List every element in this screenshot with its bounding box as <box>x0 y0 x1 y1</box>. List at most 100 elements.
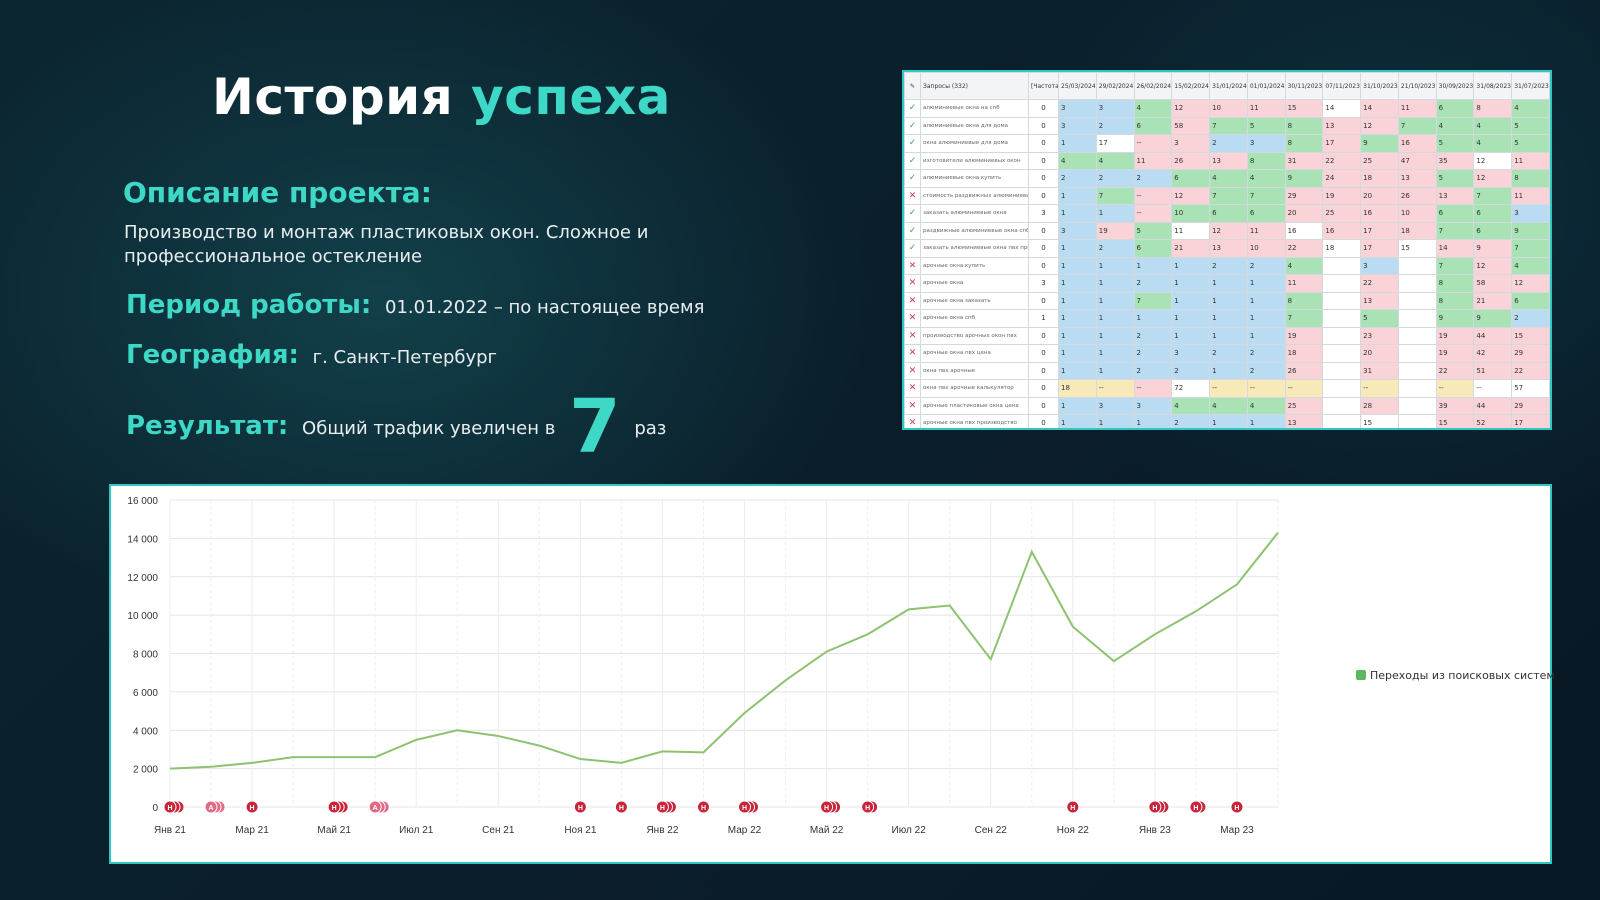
position-cell: 20 <box>1360 186 1399 205</box>
table-row[interactable]: ✕ арочные окна купить 0 1 1 1 1 2 2 4 3 7 12 4 <box>904 256 1550 275</box>
query-column-header[interactable]: Запросы (332) <box>920 72 1029 100</box>
table-row[interactable]: ✕ арочные окна пвх производство 0 1 1 1 2 1 1 13 1… <box>904 414 1550 428</box>
annotation-marker[interactable]: Н <box>696 800 710 814</box>
position-cell: 1 <box>1058 274 1097 293</box>
legend-checkbox-icon[interactable] <box>1356 670 1366 680</box>
annotation-marker[interactable]: Н <box>1148 800 1170 814</box>
table-row[interactable]: ✕ арочные окна заказать 0 1 1 7 1 1 1 8 13 8 21 6 <box>904 291 1550 310</box>
annotation-marker[interactable]: Н <box>861 800 879 814</box>
frequency-cell: 0 <box>1028 414 1059 428</box>
table-row[interactable]: ✕ арочные окна пвх цена 0 1 1 2 3 2 2 18 20 19 42 29 <box>904 344 1550 363</box>
annotation-marker[interactable]: А <box>368 800 390 814</box>
position-cell: 29 <box>1511 396 1550 415</box>
cross-icon[interactable]: ✕ <box>904 361 921 380</box>
position-cell: 19 <box>1322 186 1362 205</box>
table-row[interactable]: ✓ изготовители алюминиевых окон 0 4 4 11 26 13 8… <box>904 151 1550 170</box>
chart-legend[interactable]: Переходы из поисковых систем <box>1356 669 1555 682</box>
table-row[interactable]: ✓ раздвижные алюминиевые окна спб 0 3 19 5 11 1… <box>904 221 1550 240</box>
cross-icon[interactable]: ✕ <box>904 291 921 310</box>
annotation-marker[interactable]: Н <box>163 800 185 814</box>
table-row[interactable]: ✕ окна пвх арочные калькулятор 0 18 -- -- 72 --… <box>904 379 1550 398</box>
position-cell: 4 <box>1246 169 1286 188</box>
check-icon[interactable]: ✓ <box>904 204 921 223</box>
position-cell: 4 <box>1209 396 1248 415</box>
cross-icon[interactable]: ✕ <box>904 344 921 363</box>
table-row[interactable]: ✓ заказать алюминиевые окна 3 1 1 -- 10 6 6 20 25 1… <box>904 204 1550 223</box>
annotation-marker[interactable]: Н <box>327 800 349 814</box>
table-row[interactable]: ✕стоимость раздвижных алюминиевых окон01… <box>904 186 1550 205</box>
table-row[interactable]: ✓ алюминиевые окна для дома 0 3 2 6 58 7 5 8 13 12 7… <box>904 116 1550 135</box>
table-row[interactable]: ✓ алюминиевые окна на спб 0 3 3 4 12 10 11 15 14 14… <box>904 99 1550 118</box>
position-cell: 1 <box>1058 256 1097 275</box>
position-cell: 13 <box>1209 151 1248 170</box>
annotation-marker[interactable]: Н <box>655 800 677 814</box>
table-body: ✓ алюминиевые окна на спб 0 3 3 4 12 10 11 15 14 14… <box>904 99 1550 428</box>
result-suffix: раз <box>634 418 667 439</box>
date-column-header[interactable]: 29/02/2024 <box>1095 72 1135 100</box>
table-row[interactable]: ✕ производство арочных окон пвх 0 1 1 2 1 1 1 19 2… <box>904 326 1550 345</box>
position-cell: 2 <box>1095 169 1135 188</box>
position-cell: 18 <box>1322 239 1362 258</box>
annotation-marker[interactable]: Н <box>738 800 760 814</box>
annotation-marker[interactable]: Н <box>245 800 259 814</box>
position-cell: 12 <box>1209 221 1248 240</box>
frequency-cell: 1 <box>1028 309 1059 328</box>
edit-icon[interactable]: ✎ <box>904 72 921 100</box>
check-icon[interactable]: ✓ <box>904 116 921 135</box>
position-cell: 4 <box>1284 256 1324 275</box>
position-cell: 3 <box>1058 221 1097 240</box>
position-cell: 14 <box>1435 239 1475 258</box>
date-column-header[interactable]: 07/11/2023 <box>1322 72 1362 100</box>
annotation-marker[interactable]: Н <box>573 800 587 814</box>
cross-icon[interactable]: ✕ <box>904 186 921 205</box>
cross-icon[interactable]: ✕ <box>904 326 921 345</box>
table-row[interactable]: ✓заказать алюминиевые окна пвх профиля01… <box>904 239 1550 258</box>
date-column-header[interactable]: 21/10/2023 <box>1397 72 1437 100</box>
annotation-marker[interactable]: А <box>204 800 226 814</box>
position-cell: 5 <box>1246 116 1286 135</box>
date-column-header[interactable]: 31/08/2023 <box>1473 72 1513 100</box>
position-cell <box>1322 344 1362 363</box>
cross-icon[interactable]: ✕ <box>904 414 921 428</box>
date-column-header[interactable]: 26/02/2024 <box>1133 72 1173 100</box>
date-column-header[interactable]: 31/01/2024 <box>1209 72 1248 100</box>
date-column-header[interactable]: 30/11/2023 <box>1284 72 1324 100</box>
cross-icon[interactable]: ✕ <box>904 274 921 293</box>
position-cell: 6 <box>1435 204 1475 223</box>
table-row[interactable]: ✓ окна алюминиевые для дома 0 1 17 -- 3 2 3 8 17 9 1… <box>904 134 1550 153</box>
cross-icon[interactable]: ✕ <box>904 379 921 398</box>
cross-icon[interactable]: ✕ <box>904 309 921 328</box>
date-column-header[interactable]: 01/01/2024 <box>1246 72 1286 100</box>
annotation-marker[interactable]: Н <box>1230 800 1244 814</box>
table-row[interactable]: ✕ арочные пластиковые окна цена 0 1 3 3 4 4 4 25 2… <box>904 396 1550 415</box>
position-cell: 31 <box>1284 151 1324 170</box>
date-column-header[interactable]: 15/02/2024 <box>1171 72 1211 100</box>
annotation-marker[interactable]: Н <box>820 800 842 814</box>
check-icon[interactable]: ✓ <box>904 134 921 153</box>
date-column-header[interactable]: 30/09/2023 <box>1435 72 1475 100</box>
annotation-marker[interactable]: Н <box>1189 800 1207 814</box>
table-row[interactable]: ✓ алюминиевые окна купить 0 2 2 2 6 4 4 9 24 18 13 5 1… <box>904 169 1550 188</box>
check-icon[interactable]: ✓ <box>904 239 921 258</box>
position-cell: 1 <box>1171 326 1211 345</box>
annotation-marker[interactable]: Н <box>1066 800 1080 814</box>
query-cell: алюминиевые окна купить <box>920 169 1029 188</box>
table-row[interactable]: ✕ окна пвх арочные 0 1 1 2 2 1 2 26 31 22 51 22 <box>904 361 1550 380</box>
annotation-marker[interactable]: Н <box>614 800 628 814</box>
date-column-header[interactable]: 25/03/2024 <box>1058 72 1097 100</box>
check-icon[interactable]: ✓ <box>904 169 921 188</box>
date-column-header[interactable]: 31/07/2023 <box>1511 72 1550 100</box>
frequency-column-header[interactable]: [Частота] <box>1028 72 1059 100</box>
position-cell: 15 <box>1360 414 1399 428</box>
position-cell: 1 <box>1133 256 1173 275</box>
table-row[interactable]: ✕ арочные окна 3 1 1 2 1 1 1 11 22 8 58 12 <box>904 274 1550 293</box>
position-cell <box>1397 326 1437 345</box>
check-icon[interactable]: ✓ <box>904 151 921 170</box>
cross-icon[interactable]: ✕ <box>904 396 921 415</box>
date-column-header[interactable]: 31/10/2023 <box>1360 72 1399 100</box>
check-icon[interactable]: ✓ <box>904 99 921 118</box>
cross-icon[interactable]: ✕ <box>904 256 921 275</box>
table-row[interactable]: ✕ арочные окна спб 1 1 1 1 1 1 1 7 5 9 9 2 <box>904 309 1550 328</box>
check-icon[interactable]: ✓ <box>904 221 921 240</box>
query-cell: арочные окна пвх производство <box>920 414 1029 428</box>
